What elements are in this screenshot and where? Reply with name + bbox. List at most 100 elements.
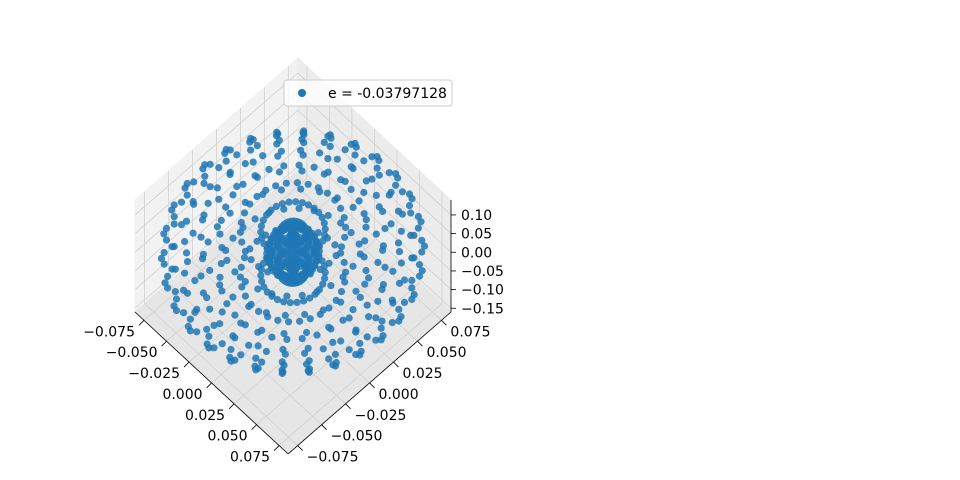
y-tick-mark [441, 320, 447, 326]
scatter-point [372, 191, 380, 199]
scatter-point [236, 273, 244, 281]
z-tick-label: 0.05 [461, 227, 492, 243]
scatter-point [277, 186, 285, 194]
scatter-point [282, 179, 290, 187]
scatter-point [201, 172, 209, 180]
scatter-point [304, 201, 313, 209]
scatter-point [306, 315, 314, 323]
scatter-point [285, 273, 293, 281]
scatter-point [347, 140, 355, 148]
scatter-point [241, 160, 249, 168]
scatter-point [226, 353, 234, 361]
scatter-point [408, 276, 416, 284]
scatter-point [268, 249, 276, 257]
scatter-point [233, 151, 241, 159]
scatter-point [257, 222, 265, 230]
scatter-point [241, 247, 249, 255]
scatter-point [355, 240, 363, 248]
scatter-point [287, 264, 295, 272]
scatter-point [255, 307, 263, 315]
legend-entry-label: e = -0.03797128 [328, 86, 447, 102]
scatter-point [372, 230, 380, 238]
scatter-point [395, 305, 403, 313]
y-tick-mark [417, 340, 423, 347]
scatter-point [240, 254, 249, 262]
scatter-point [181, 237, 189, 246]
scatter-point [245, 341, 253, 349]
scatter-point [377, 324, 385, 332]
scatter-point [226, 170, 234, 178]
scatter-point [360, 210, 368, 218]
scatter-point [292, 198, 300, 206]
scatter-point [288, 241, 296, 249]
scatter-point [286, 299, 294, 307]
scatter-point [324, 168, 332, 176]
scatter-point [341, 233, 349, 241]
scatter-point [241, 292, 249, 300]
grid-z-back [297, 91, 452, 234]
scatter-point [285, 318, 293, 326]
scatter-point [252, 354, 260, 362]
scatter-point [326, 142, 334, 150]
scatter-point [258, 358, 266, 366]
z-tick-label: −0.15 [461, 301, 504, 317]
x-tick-label: 0.050 [207, 429, 247, 445]
scatter-point [238, 283, 246, 291]
scatter-point [262, 347, 270, 356]
scatter-point [238, 238, 246, 246]
scatter-point [183, 179, 191, 188]
scatter-point [253, 142, 261, 150]
scatter-point [247, 146, 255, 154]
scatter-point [362, 216, 370, 224]
y-tick-mark [321, 424, 327, 430]
scatter-point [180, 309, 188, 317]
scatter-point [231, 268, 239, 276]
scatter-point [356, 250, 364, 258]
scatter-point [203, 340, 211, 348]
scatter-point [259, 152, 267, 160]
x-tick-label: 0.075 [230, 450, 270, 466]
scatter-point [392, 181, 400, 189]
scatter-point [213, 184, 221, 192]
scatter-point [311, 247, 319, 255]
scatter-point [331, 241, 339, 249]
scatter-point [337, 243, 346, 251]
scatter-point [197, 233, 205, 241]
scatter-point [193, 305, 201, 313]
scatter-point [361, 237, 369, 245]
x-tick-label: −0.025 [128, 366, 180, 382]
scatter-point [206, 266, 214, 274]
scatter-point [164, 272, 172, 280]
scatter-point [347, 185, 355, 193]
scatter-point [280, 330, 288, 338]
scatter-point [297, 185, 305, 193]
scatter-point [304, 344, 312, 352]
scatter-point [387, 220, 395, 228]
scatter-point [408, 254, 416, 262]
scatter-point [319, 306, 327, 314]
scatter-point [240, 209, 249, 217]
scatter-point [170, 213, 178, 221]
scatter-point [157, 254, 166, 262]
scatter-point [315, 208, 323, 216]
scatter-point [258, 234, 266, 242]
scatter-point [160, 260, 168, 268]
x-tick-label: −0.075 [83, 324, 135, 340]
y-tick-label: −0.025 [355, 408, 407, 424]
scatter-point [246, 200, 254, 208]
scatter-point [333, 155, 341, 163]
scatter-point [414, 212, 422, 221]
x-tick-mark [183, 361, 190, 368]
scatter-point [349, 262, 357, 270]
scatter-point [368, 153, 376, 161]
grid-z-left [134, 72, 299, 216]
scatter-point [274, 316, 282, 324]
scatter-point [418, 267, 426, 275]
scatter-point [306, 270, 314, 278]
scatter-point [327, 282, 335, 290]
y-tick-label: 0.025 [403, 366, 443, 382]
scatter-point [239, 180, 247, 188]
scatter-point [301, 349, 309, 357]
scatter-point [216, 320, 224, 328]
x-tick-mark [273, 445, 280, 451]
